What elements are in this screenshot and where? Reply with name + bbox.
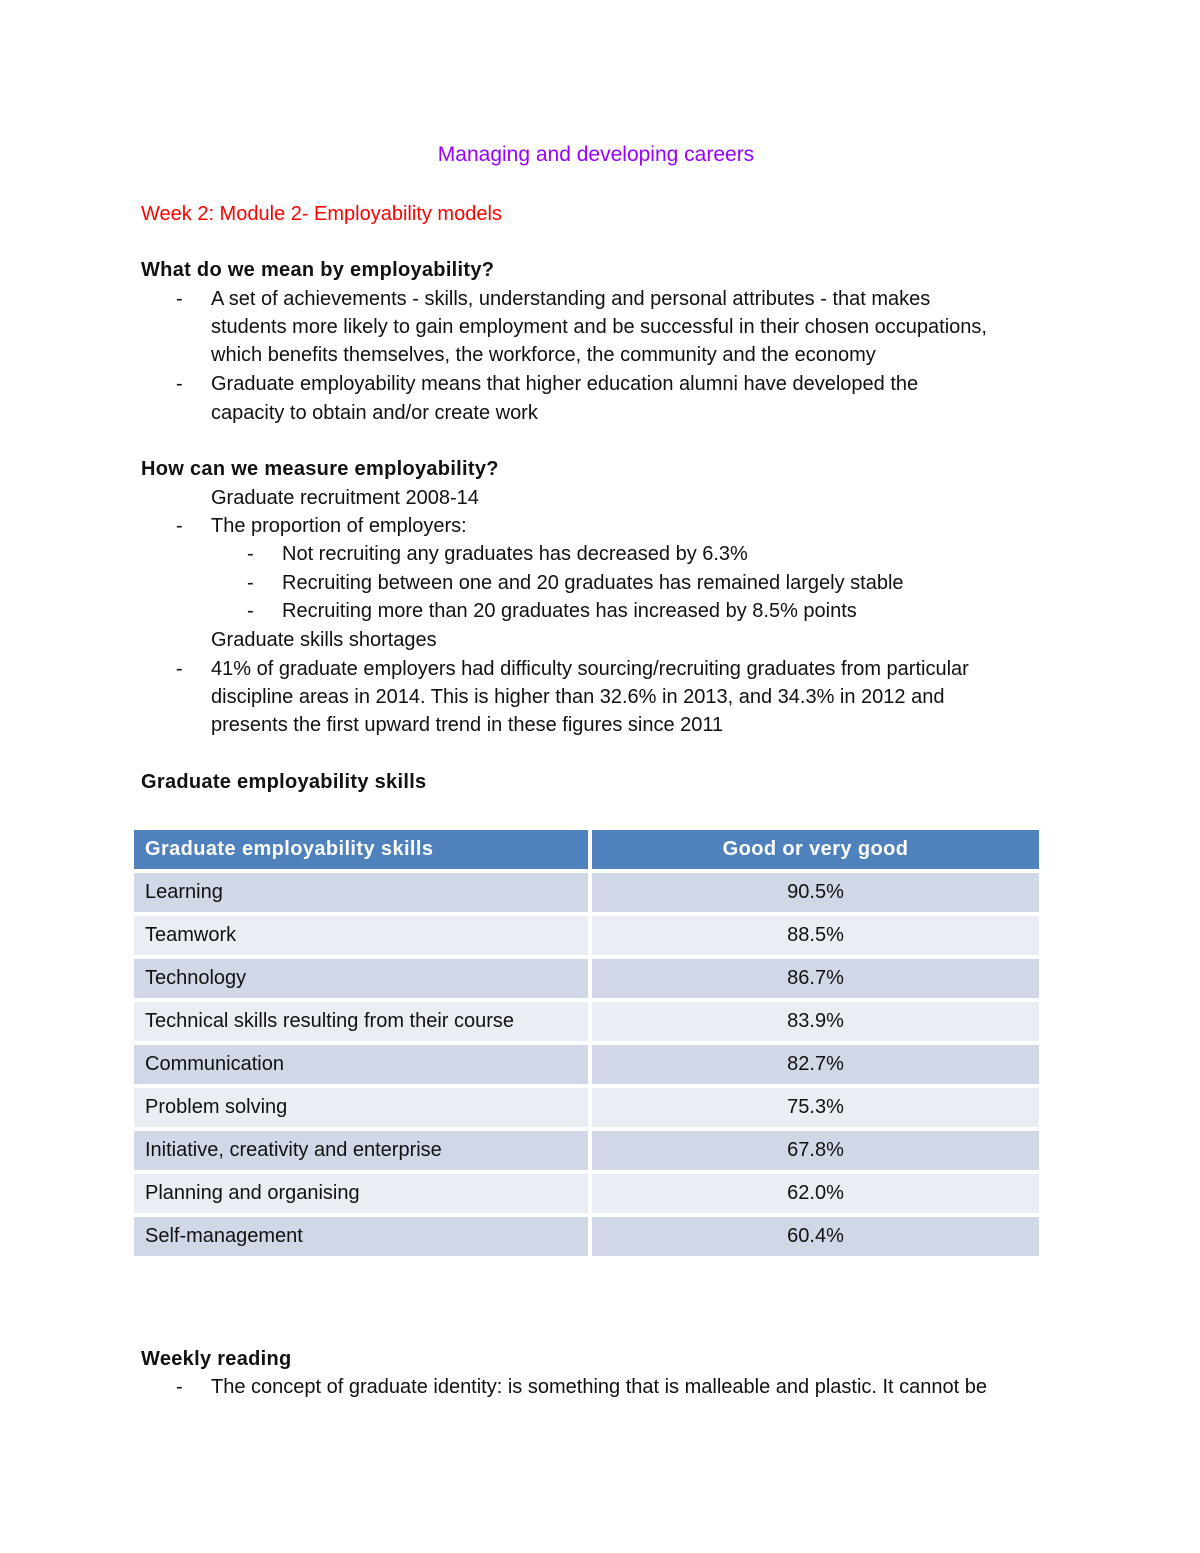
table-row: Technology 86.7% bbox=[134, 959, 1039, 998]
skill-cell: Problem solving bbox=[134, 1088, 588, 1127]
bullet-text: which benefits themselves, the workforce… bbox=[211, 344, 876, 366]
column-header-rating: Good or very good bbox=[592, 830, 1039, 869]
bullet-text: Graduate employability means that higher… bbox=[211, 373, 919, 395]
bullet-dash: - bbox=[176, 373, 183, 395]
bullet-text: A set of achievements - skills, understa… bbox=[211, 288, 931, 310]
skill-cell: Communication bbox=[134, 1045, 588, 1084]
section-heading: Graduate employability skills bbox=[141, 771, 427, 793]
table-header-row: Graduate employability skills Good or ve… bbox=[134, 830, 1039, 869]
skill-cell: Technology bbox=[134, 959, 588, 998]
skill-cell: Teamwork bbox=[134, 916, 588, 955]
bullet-dash: - bbox=[176, 288, 183, 310]
skills-table: Graduate employability skills Good or ve… bbox=[130, 826, 1043, 1260]
skill-cell: Initiative, creativity and enterprise bbox=[134, 1131, 588, 1170]
table-row: Communication 82.7% bbox=[134, 1045, 1039, 1084]
column-header-skill: Graduate employability skills bbox=[134, 830, 588, 869]
table-row: Planning and organising 62.0% bbox=[134, 1174, 1039, 1213]
rating-cell: 67.8% bbox=[592, 1131, 1039, 1170]
rating-cell: 60.4% bbox=[592, 1217, 1039, 1256]
rating-cell: 62.0% bbox=[592, 1174, 1039, 1213]
table-row: Initiative, creativity and enterprise 67.… bbox=[134, 1131, 1039, 1170]
bullet-text: students more likely to gain employment … bbox=[211, 316, 987, 338]
bullet-dash: - bbox=[176, 1376, 183, 1398]
bullet-dash: - bbox=[247, 572, 254, 594]
rating-cell: 82.7% bbox=[592, 1045, 1039, 1084]
rating-cell: 88.5% bbox=[592, 916, 1039, 955]
subbullet-text: Recruiting between one and 20 graduates … bbox=[282, 572, 904, 594]
bullet-text: The concept of graduate identity: is som… bbox=[211, 1376, 988, 1398]
skill-cell: Learning bbox=[134, 873, 588, 912]
bullet-dash: - bbox=[176, 658, 183, 680]
section-heading: Weekly reading bbox=[141, 1348, 292, 1370]
bullet-text: presents the first upward trend in these… bbox=[211, 714, 724, 736]
subheading: Graduate recruitment 2008-14 bbox=[211, 487, 479, 509]
bullet-text: capacity to obtain and/or create work bbox=[211, 402, 538, 424]
bullet-text: 41% of graduate employers had difficulty… bbox=[211, 658, 969, 680]
table-row: Learning 90.5% bbox=[134, 873, 1039, 912]
table-row: Self-management 60.4% bbox=[134, 1217, 1039, 1256]
table-row: Technical skills resulting from their co… bbox=[134, 1002, 1039, 1041]
subheading: Graduate skills shortages bbox=[211, 629, 437, 651]
document-title: Managing and developing careers bbox=[437, 143, 755, 166]
bullet-dash: - bbox=[247, 600, 254, 622]
skill-cell: Planning and organising bbox=[134, 1174, 588, 1213]
rating-cell: 86.7% bbox=[592, 959, 1039, 998]
table-row: Problem solving 75.3% bbox=[134, 1088, 1039, 1127]
section-heading: What do we mean by employability? bbox=[141, 259, 495, 281]
subbullet-text: Not recruiting any graduates has decreas… bbox=[282, 543, 748, 565]
rating-cell: 90.5% bbox=[592, 873, 1039, 912]
bullet-text: The proportion of employers: bbox=[211, 515, 467, 537]
rating-cell: 83.9% bbox=[592, 1002, 1039, 1041]
bullet-dash: - bbox=[247, 543, 254, 565]
skill-cell: Technical skills resulting from their co… bbox=[134, 1002, 588, 1041]
bullet-dash: - bbox=[176, 515, 183, 537]
module-subtitle: Week 2: Module 2- Employability models bbox=[141, 203, 502, 225]
table-row: Teamwork 88.5% bbox=[134, 916, 1039, 955]
skill-cell: Self-management bbox=[134, 1217, 588, 1256]
rating-cell: 75.3% bbox=[592, 1088, 1039, 1127]
section-heading: How can we measure employability? bbox=[141, 458, 499, 480]
subbullet-text: Recruiting more than 20 graduates has in… bbox=[282, 600, 857, 622]
bullet-text: discipline areas in 2014. This is higher… bbox=[211, 686, 945, 708]
